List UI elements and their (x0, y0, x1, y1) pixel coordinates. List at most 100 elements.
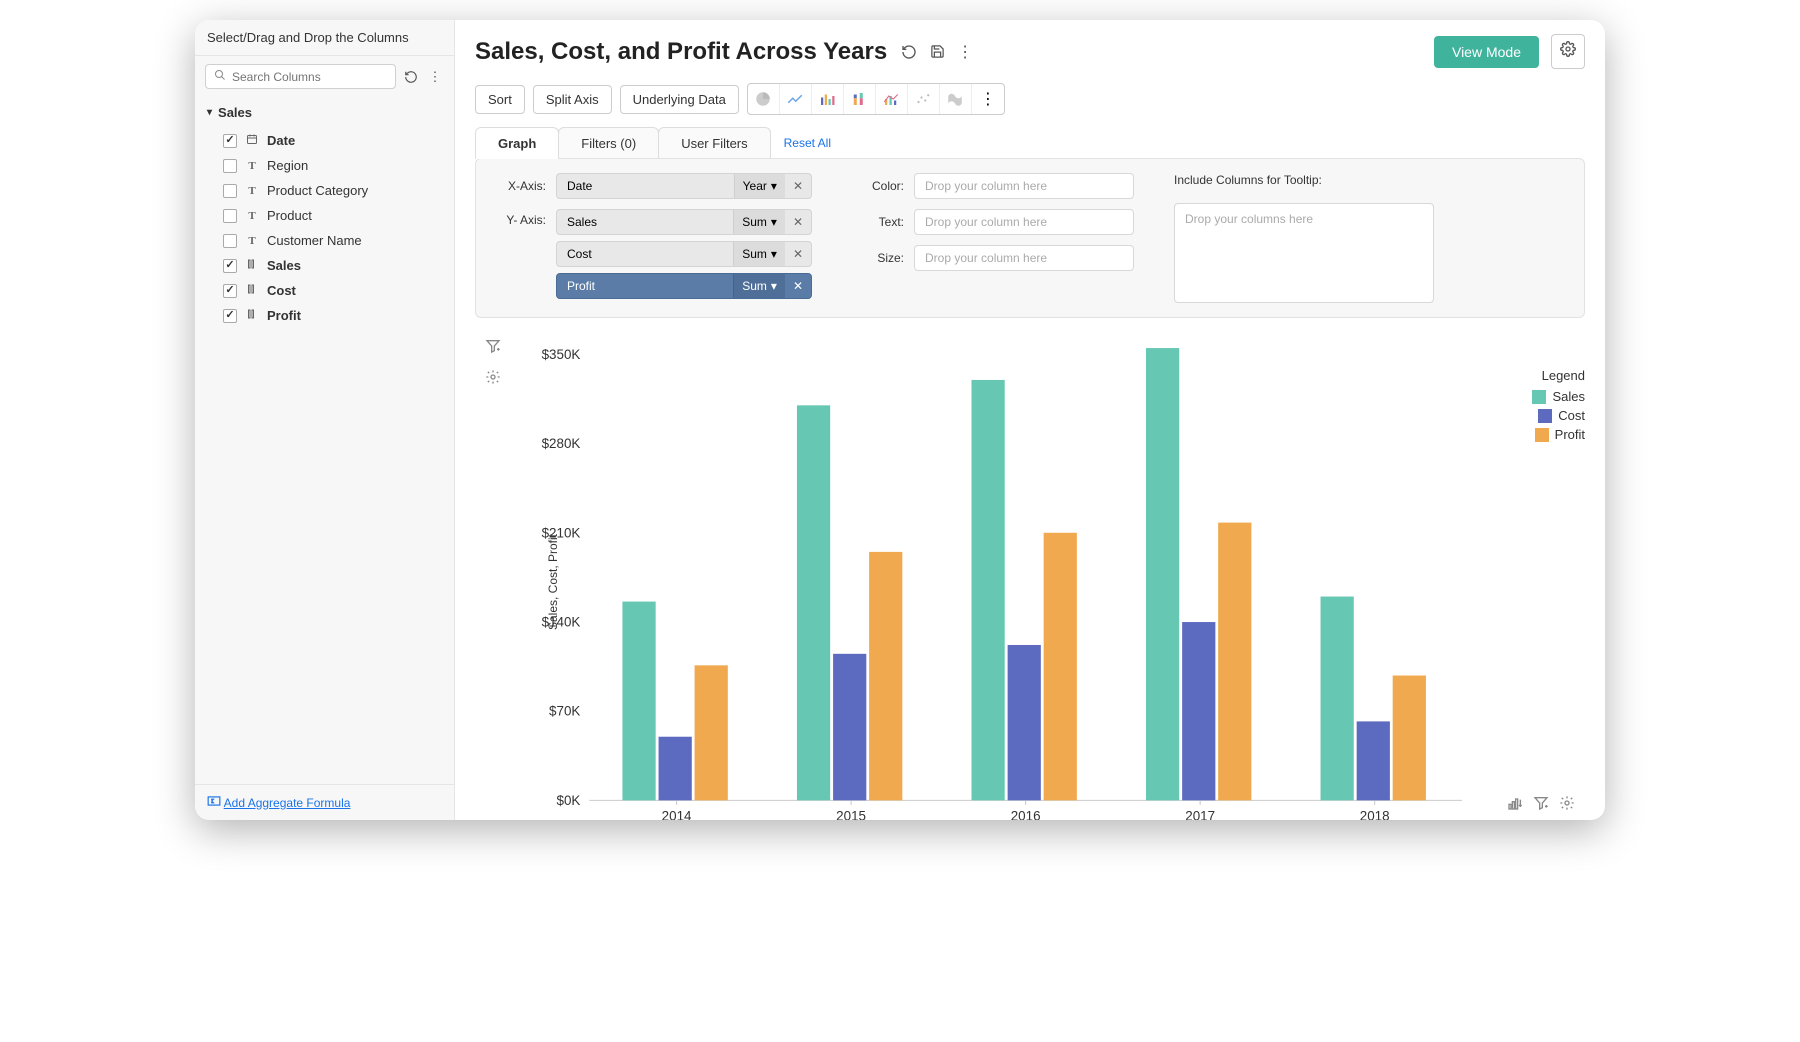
sort-button[interactable]: Sort (475, 85, 525, 114)
checkbox[interactable] (223, 284, 237, 298)
bar-cost-2016[interactable] (1008, 645, 1041, 800)
search-input-wrap[interactable] (205, 64, 396, 89)
type-icon: T (245, 185, 259, 197)
chart-type-scatter-icon[interactable] (908, 84, 940, 114)
close-icon[interactable]: ✕ (785, 247, 811, 261)
chart-type-map-icon[interactable] (940, 84, 972, 114)
gear-icon[interactable] (1559, 795, 1575, 816)
checkbox[interactable] (223, 309, 237, 323)
checkbox[interactable] (223, 134, 237, 148)
svg-text:2014: 2014 (662, 809, 692, 820)
y-axis-pill-sales[interactable]: SalesSum ▾✕ (556, 209, 812, 235)
bar-profit-2014[interactable] (695, 665, 728, 800)
add-aggregate-link[interactable]: Add Aggregate Formula (224, 796, 351, 810)
checkbox[interactable] (223, 234, 237, 248)
bar-profit-2015[interactable] (869, 552, 902, 800)
column-item-customer-name[interactable]: TCustomer Name (195, 228, 454, 253)
bar-cost-2017[interactable] (1182, 622, 1215, 800)
y-axis-label: Y- Axis: (494, 209, 546, 227)
close-icon[interactable]: ✕ (785, 279, 811, 293)
column-label: Profit (267, 308, 301, 323)
y-axis-pill-profit[interactable]: ProfitSum ▾✕ (556, 273, 812, 299)
config-panel: X-Axis: Date Year ▾ ✕ Y- Axis: SalesSum … (475, 158, 1585, 318)
chart-type-pie-icon[interactable] (748, 84, 780, 114)
filter-add-icon[interactable] (1533, 795, 1549, 816)
sort-bars-icon[interactable] (1507, 795, 1523, 816)
bar-sales-2018[interactable] (1321, 597, 1354, 801)
chart-type-selector: ⋮ (747, 83, 1005, 115)
column-item-product[interactable]: TProduct (195, 203, 454, 228)
column-item-region[interactable]: TRegion (195, 153, 454, 178)
sidebar-header: Select/Drag and Drop the Columns (195, 20, 454, 56)
save-icon[interactable] (927, 42, 947, 62)
checkbox[interactable] (223, 209, 237, 223)
chart-type-line-icon[interactable] (780, 84, 812, 114)
bar-sales-2014[interactable] (622, 602, 655, 801)
more-icon[interactable]: ⋮ (426, 67, 444, 87)
bar-sales-2016[interactable] (971, 380, 1004, 800)
color-dropzone[interactable]: Drop your column here (914, 173, 1134, 199)
bar-cost-2015[interactable] (833, 654, 866, 801)
close-icon[interactable]: ✕ (785, 215, 811, 229)
tab-graph[interactable]: Graph (475, 127, 559, 159)
chart-footer-tools (1507, 795, 1575, 816)
split-axis-button[interactable]: Split Axis (533, 85, 612, 114)
legend-item-cost[interactable]: Cost (1532, 408, 1585, 423)
chevron-down-icon: ▾ (771, 247, 777, 261)
size-dropzone[interactable]: Drop your column here (914, 245, 1134, 271)
sidebar-footer: Add Aggregate Formula (195, 784, 454, 820)
reset-all-link[interactable]: Reset All (784, 136, 831, 150)
checkbox[interactable] (223, 184, 237, 198)
chart-type-bar-icon[interactable] (812, 84, 844, 114)
color-label: Color: (852, 179, 904, 193)
title-more-icon[interactable]: ⋮ (955, 42, 975, 62)
column-item-profit[interactable]: Profit (195, 303, 454, 328)
bar-sales-2015[interactable] (797, 405, 830, 800)
column-item-product-category[interactable]: TProduct Category (195, 178, 454, 203)
column-list: DateTRegionTProduct CategoryTProductTCus… (195, 128, 454, 336)
legend-item-sales[interactable]: Sales (1532, 389, 1585, 404)
filter-add-icon[interactable] (485, 338, 501, 359)
view-mode-button[interactable]: View Mode (1434, 36, 1539, 68)
chart-type-more-icon[interactable]: ⋮ (972, 84, 1004, 114)
tab-user-filters[interactable]: User Filters (658, 127, 770, 159)
bar-profit-2018[interactable] (1393, 676, 1426, 801)
formula-icon (207, 796, 224, 810)
y-axis-pill-cost[interactable]: CostSum ▾✕ (556, 241, 812, 267)
refresh-icon[interactable] (402, 67, 420, 87)
tabs-row: Graph Filters (0) User Filters Reset All (475, 127, 1585, 159)
legend-item-profit[interactable]: Profit (1532, 427, 1585, 442)
close-icon[interactable]: ✕ (785, 179, 811, 193)
chart-type-combo-icon[interactable] (876, 84, 908, 114)
text-dropzone[interactable]: Drop your column here (914, 209, 1134, 235)
column-label: Region (267, 158, 308, 173)
search-input[interactable] (232, 70, 387, 84)
legend-swatch (1538, 409, 1552, 423)
bar-profit-2017[interactable] (1218, 523, 1251, 801)
group-header-sales[interactable]: ▾ Sales (195, 97, 454, 128)
column-item-cost[interactable]: Cost (195, 278, 454, 303)
chevron-down-icon: ▾ (771, 279, 777, 293)
settings-button[interactable] (1551, 34, 1585, 69)
bar-cost-2018[interactable] (1357, 721, 1390, 800)
column-item-date[interactable]: Date (195, 128, 454, 153)
bar-profit-2016[interactable] (1044, 533, 1077, 801)
tab-filters[interactable]: Filters (0) (558, 127, 659, 159)
search-icon (214, 69, 226, 84)
bar-chart: $0K$70K$140K$210K$280K$350K2014201520162… (511, 328, 1585, 820)
gear-icon[interactable] (485, 369, 501, 390)
bar-sales-2017[interactable] (1146, 348, 1179, 800)
column-label: Customer Name (267, 233, 362, 248)
x-axis-pill[interactable]: Date Year ▾ ✕ (556, 173, 812, 199)
checkbox[interactable] (223, 159, 237, 173)
bar-cost-2014[interactable] (659, 737, 692, 801)
chart-type-stacked-icon[interactable] (844, 84, 876, 114)
underlying-data-button[interactable]: Underlying Data (620, 85, 739, 114)
refresh-chart-icon[interactable] (899, 42, 919, 62)
checkbox[interactable] (223, 259, 237, 273)
type-icon: T (245, 210, 259, 222)
column-item-sales[interactable]: Sales (195, 253, 454, 278)
type-icon (245, 308, 259, 323)
sidebar-search-row: ⋮ (195, 56, 454, 97)
tooltip-dropzone[interactable]: Drop your columns here (1174, 203, 1434, 303)
